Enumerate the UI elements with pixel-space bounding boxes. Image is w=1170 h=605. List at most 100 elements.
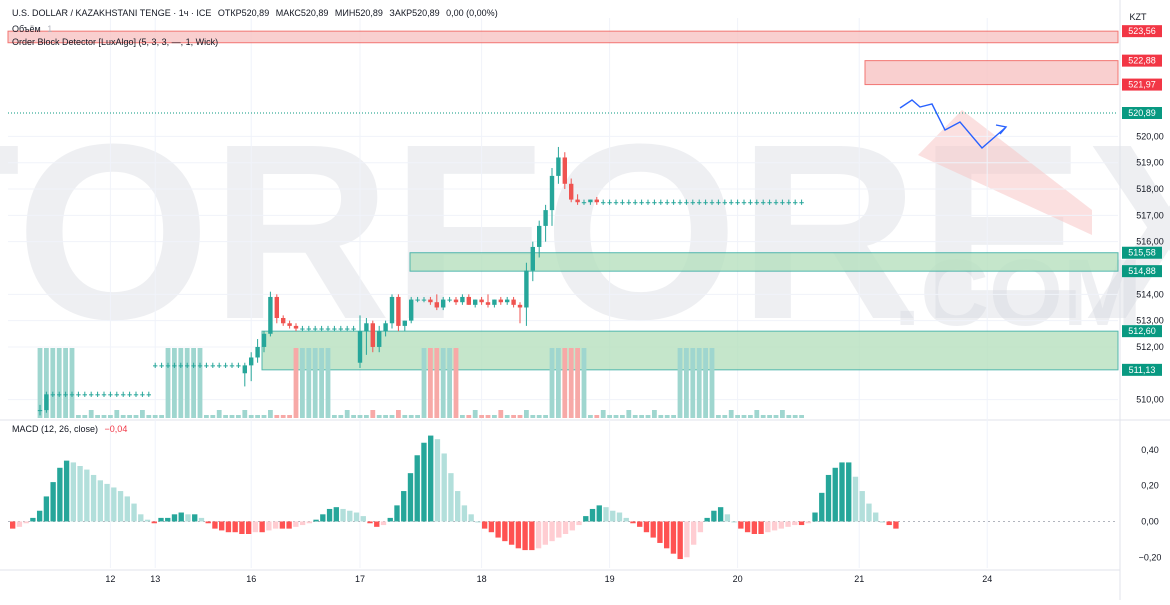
macd-histogram-bar — [515, 521, 522, 549]
macd-histogram-bar — [562, 521, 569, 534]
macd-label: MACD (12, 26, close) — [12, 424, 99, 434]
bullish-order-block — [409, 252, 1119, 272]
volume-bar — [108, 415, 113, 418]
volume-legend[interactable]: Объём 1 — [12, 24, 56, 34]
volume-bar — [696, 348, 702, 418]
volume-bar — [434, 348, 440, 418]
macd-histogram-bar — [394, 505, 400, 522]
bearish-order-block — [864, 60, 1119, 86]
indicator-legend[interactable]: Order Block Detector [LuxAlgo] (5, 3, 3,… — [12, 37, 222, 47]
candle-body — [274, 296, 279, 318]
price-tick-label: 510,00 — [1136, 395, 1164, 405]
macd-histogram-bar — [873, 512, 879, 522]
macd-histogram-bar — [43, 496, 50, 522]
time-tick-label: 18 — [477, 574, 487, 584]
ohlc-low: МИН520,89 — [334, 8, 383, 18]
order-block-price-label: 521,97 — [1128, 80, 1156, 90]
macd-histogram-bar — [839, 462, 845, 522]
volume-bar — [754, 410, 760, 418]
candle-body — [485, 302, 491, 305]
volume-bar — [472, 410, 478, 418]
macd-histogram-bar — [630, 521, 636, 524]
candle-body — [517, 304, 523, 308]
macd-histogram-bar — [785, 521, 791, 527]
volume-bar — [466, 415, 472, 418]
volume-bar — [690, 348, 696, 418]
candle-body — [735, 202, 740, 204]
candle-body — [242, 365, 247, 374]
macd-histogram-bar — [124, 496, 130, 522]
macd-histogram-bar — [886, 521, 892, 526]
macd-histogram-bar — [502, 521, 508, 542]
candle-body — [690, 202, 695, 204]
volume-bar — [709, 348, 715, 418]
candle-body — [498, 299, 503, 303]
watermark-checkmark-icon — [918, 110, 1092, 235]
ohlc-close: ЗАКР520,89 — [389, 8, 440, 18]
macd-histogram-bar — [677, 521, 683, 560]
volume-bar — [594, 415, 600, 418]
candle-body — [428, 299, 433, 303]
volume-bar — [351, 415, 356, 418]
volume-bar — [671, 415, 676, 418]
macd-histogram-bar — [111, 487, 117, 522]
candle-body — [703, 202, 708, 204]
candle-body — [133, 394, 139, 396]
candle-body — [37, 410, 43, 412]
symbol-legend[interactable]: U.S. DOLLAR / KAZAKHSTANI TENGE · 1ч · I… — [12, 8, 502, 18]
candle-body — [575, 199, 580, 203]
price-tick-label: 517,00 — [1136, 210, 1164, 220]
macd-histogram-bar — [812, 512, 818, 522]
candle-body — [562, 157, 567, 184]
candle-body — [594, 199, 599, 203]
macd-histogram-bar — [455, 491, 461, 522]
volume-bar — [376, 415, 382, 418]
macd-histogram-bar — [353, 512, 360, 522]
candle-body — [121, 394, 126, 396]
candle-body — [249, 357, 254, 366]
macd-histogram-bar — [549, 521, 555, 542]
macd-histogram-bar — [374, 521, 380, 527]
macd-legend[interactable]: MACD (12, 26, close) −0,04 — [12, 424, 131, 434]
candle-body — [722, 202, 727, 204]
volume-bar — [82, 415, 88, 418]
candle-body — [178, 365, 183, 367]
volume-bar — [312, 348, 318, 418]
candle-body — [613, 202, 619, 204]
volume-bar — [357, 415, 363, 418]
macd-histogram-bar — [428, 435, 434, 522]
volume-bar — [402, 415, 408, 418]
order-block-price-tag — [1122, 325, 1162, 338]
macd-histogram-bar — [279, 521, 286, 529]
candle-body — [780, 202, 785, 204]
candle-body — [57, 394, 62, 396]
candle-body — [607, 202, 612, 204]
volume-bar — [88, 410, 94, 418]
candle-body — [313, 328, 318, 330]
macd-histogram-bar — [751, 521, 758, 534]
volume-bar — [428, 348, 433, 418]
symbol-title: U.S. DOLLAR / KAZAKHSTANI TENGE · 1ч · I… — [12, 8, 212, 18]
candle-body — [165, 365, 171, 367]
candle-body — [364, 323, 369, 332]
candle-body — [44, 394, 49, 411]
volume-bar — [120, 415, 126, 418]
candle-body — [645, 202, 651, 204]
macd-histogram-bar — [529, 521, 535, 551]
macd-histogram-bar — [792, 521, 798, 526]
candle-body — [172, 365, 177, 367]
volume-bar — [408, 415, 414, 418]
candle-body — [101, 394, 107, 396]
macd-histogram-bar — [771, 521, 778, 531]
macd-histogram-bar — [495, 521, 501, 538]
volume-bar — [268, 410, 273, 418]
macd-histogram-bar — [23, 521, 29, 524]
volume-bar — [383, 415, 388, 418]
candle-body — [633, 202, 638, 204]
macd-histogram-bar — [165, 517, 171, 522]
last-price-label: 520,89 — [1128, 108, 1156, 118]
order-block-price-tag — [1122, 246, 1162, 259]
volume-bar — [50, 348, 56, 418]
volume-bar — [703, 348, 708, 418]
